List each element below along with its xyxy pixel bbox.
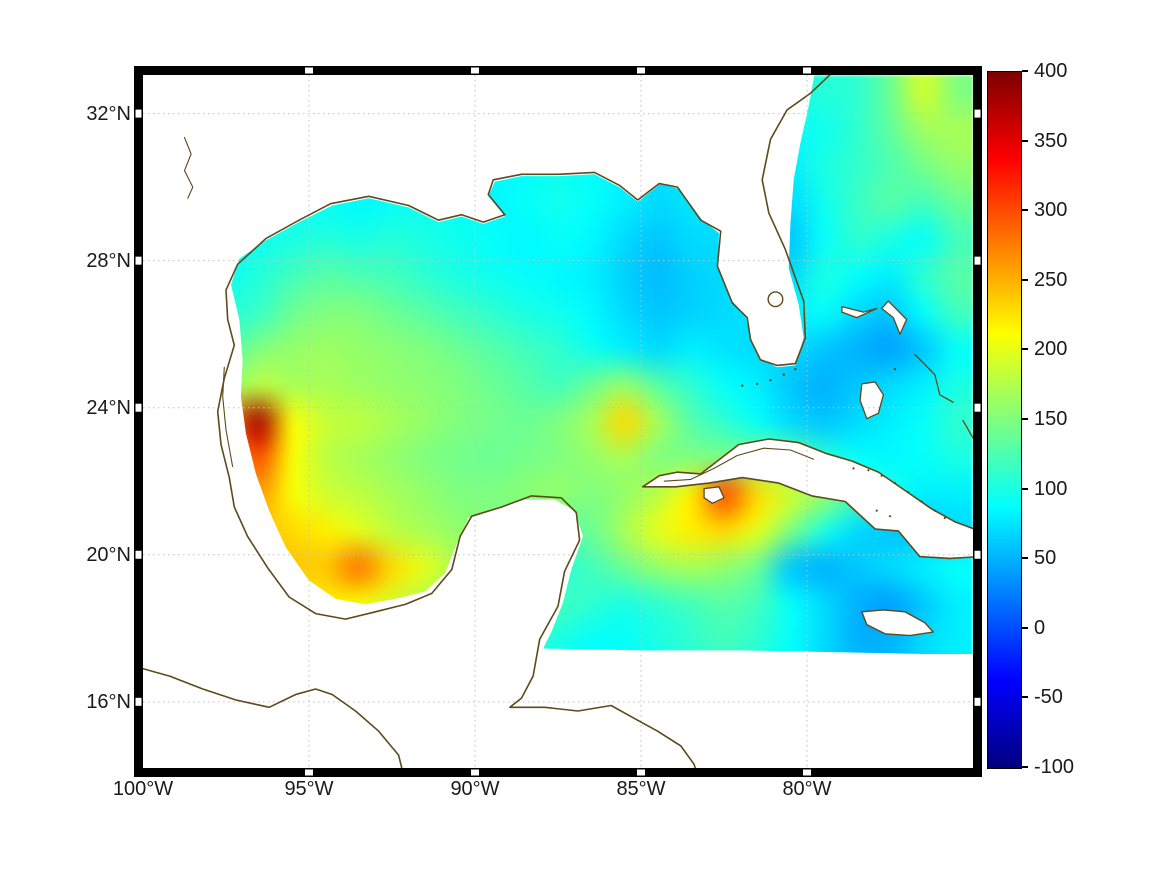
- frame-tick-notch: [305, 769, 313, 776]
- florida-keys-dot: [769, 378, 772, 382]
- x-tick-label: 85°W: [616, 778, 666, 800]
- cay-islet-dot: [880, 474, 883, 477]
- colorbar-tick-label: 400: [1034, 60, 1068, 82]
- colorbar-tick-mark: [1022, 70, 1028, 72]
- x-tick-label: 90°W: [450, 778, 500, 800]
- cay-islet-dot: [888, 515, 892, 518]
- axes-frame-svg: [134, 66, 982, 777]
- frame-tick-notch: [974, 109, 981, 118]
- x-tick-label: 95°W: [284, 778, 334, 800]
- y-tick-label: 28°N: [86, 249, 131, 272]
- y-tick-label: 24°N: [86, 396, 131, 419]
- cay-islet-dot: [920, 500, 923, 503]
- y-tick-label: 32°N: [86, 102, 131, 125]
- colorbar-tick-mark: [1022, 766, 1028, 768]
- colorbar-tick-mark: [1022, 209, 1028, 212]
- frame-tick-notch: [637, 67, 645, 74]
- florida-keys-dot: [794, 367, 797, 371]
- y-tick-label: 16°N: [86, 690, 131, 713]
- frame-bottom: [134, 768, 982, 777]
- colorbar-tick-label: 150: [1034, 408, 1068, 430]
- frame-tick-notch: [135, 697, 142, 706]
- colorbar-tick-label: -100: [1034, 756, 1075, 778]
- frame-tick-notch: [974, 256, 981, 265]
- colorbar-gradient: [987, 71, 1022, 769]
- frame-left: [134, 66, 143, 777]
- colorbar-tick-mark: [1022, 139, 1028, 142]
- frame-right: [973, 66, 982, 777]
- frame-tick-notch: [803, 769, 811, 776]
- cay-islet-dot: [933, 509, 936, 512]
- colorbar-tick-mark: [1022, 557, 1028, 560]
- cuba-coastline: [641, 438, 973, 560]
- bahamas-landmass: [881, 301, 907, 335]
- frame-tick-notch: [135, 403, 142, 412]
- frame-tick-notch: [471, 769, 479, 776]
- colorbar-tick-mark: [1022, 348, 1028, 351]
- bahamas-coastline: [841, 305, 878, 319]
- bahamas-landmass: [860, 382, 884, 419]
- frame-tick-notch: [135, 550, 142, 559]
- isla-juventud-coastline: [703, 486, 725, 504]
- lake-okeechobee-outline: [767, 291, 784, 308]
- cay-islet-dot: [893, 481, 897, 485]
- bahamas-island-chain: [962, 419, 973, 440]
- frame-tick-notch: [305, 67, 313, 74]
- map-overlay-svg: [143, 75, 973, 768]
- colorbar-tick-label: -50: [1034, 686, 1063, 709]
- cay-islet-dot: [893, 368, 897, 371]
- frame-top: [134, 66, 982, 75]
- laguna-madre-line: [222, 366, 234, 468]
- frame-tick-notch: [974, 697, 981, 706]
- colorbar-tick-label: 0: [1034, 616, 1046, 639]
- x-tick-label: 80°W: [782, 778, 832, 800]
- colorbar-tick-label: 250: [1034, 268, 1068, 291]
- frame-tick-notch: [135, 256, 142, 265]
- jamaica-landmass: [861, 609, 934, 636]
- colorbar-tick-label: 100: [1034, 477, 1068, 500]
- colorbar-tick-label: 200: [1034, 338, 1068, 361]
- frame-tick-notch: [637, 769, 645, 776]
- gulf-coastline: [216, 75, 831, 768]
- frame-tick-notch: [974, 550, 981, 559]
- frame-tick-notch: [135, 109, 142, 118]
- bahamas-coastline: [859, 381, 885, 420]
- texas-river-marks: [183, 136, 194, 199]
- colorbar-tick-label: 300: [1034, 199, 1068, 222]
- pacific-coastline: [143, 667, 403, 768]
- jamaica-coastline: [861, 609, 934, 637]
- isla-juventud-landmass: [704, 486, 724, 504]
- colorbar-tick-mark: [1022, 418, 1028, 420]
- colorbar-tick-label: 350: [1034, 129, 1068, 152]
- x-tick-label: 100°W: [112, 778, 174, 800]
- florida-keys-dot: [741, 384, 744, 387]
- frame-tick-notch: [471, 67, 479, 74]
- bahamas-island-chain: [914, 353, 954, 403]
- cay-islet-dot: [852, 467, 855, 470]
- bahamas-coastline: [881, 300, 908, 335]
- florida-keys-dot: [756, 382, 759, 386]
- cay-islet-dot: [907, 491, 910, 494]
- colorbar-tick-mark: [1022, 278, 1028, 281]
- land-mask: [143, 75, 973, 768]
- colorbar-tick-mark: [1022, 696, 1028, 699]
- frame-tick-notch: [803, 67, 811, 74]
- colorbar-tick-mark: [1022, 626, 1028, 629]
- cay-islet-dot: [875, 509, 878, 512]
- florida-keys-dot: [782, 373, 785, 376]
- cay-islet-dot: [943, 516, 946, 520]
- colorbar-tick-label: 50: [1034, 547, 1057, 570]
- cay-islet-dot: [867, 469, 870, 472]
- y-tick-label: 20°N: [86, 543, 131, 566]
- cuba-landmass: [642, 439, 973, 559]
- frame-tick-notch: [974, 403, 981, 412]
- cuba-inner-contour: [663, 447, 815, 482]
- colorbar-tick-mark: [1022, 487, 1028, 490]
